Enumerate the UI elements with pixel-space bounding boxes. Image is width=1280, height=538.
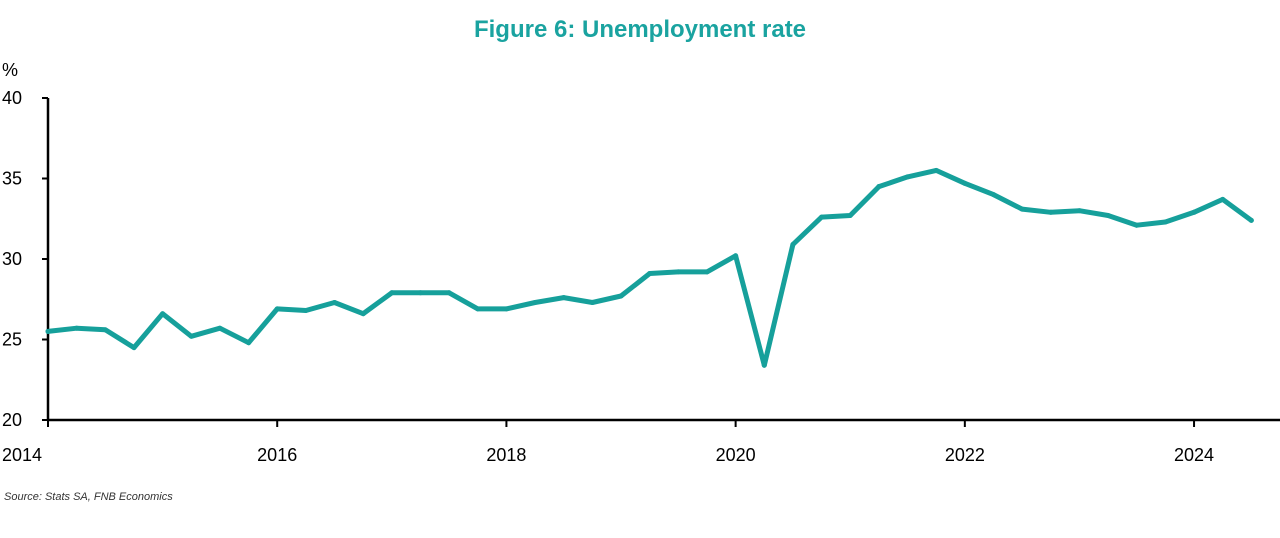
y-tick-label: 20 (2, 410, 22, 430)
x-tick-label: 2020 (716, 445, 756, 465)
data-point (417, 290, 423, 296)
data-point (847, 213, 853, 219)
y-tick-label: 35 (2, 169, 22, 189)
data-point (475, 306, 481, 312)
data-point (1162, 219, 1168, 225)
data-point (704, 269, 710, 275)
data-point (74, 325, 80, 331)
data-point (647, 270, 653, 276)
data-point (1191, 209, 1197, 215)
data-point (360, 311, 366, 317)
data-point (332, 299, 338, 305)
data-point (1019, 206, 1025, 212)
data-point (1048, 209, 1054, 215)
data-point (532, 299, 538, 305)
x-tick-label: 2014 (2, 445, 42, 465)
series-points (45, 167, 1254, 368)
data-point (503, 306, 509, 312)
x-tick-label: 2024 (1174, 445, 1214, 465)
data-point (446, 290, 452, 296)
data-point (733, 253, 739, 259)
data-point (274, 306, 280, 312)
data-point (618, 293, 624, 299)
data-point (217, 325, 223, 331)
data-point (1076, 208, 1082, 214)
y-tick-label: 30 (2, 249, 22, 269)
data-point (933, 167, 939, 173)
data-point (876, 184, 882, 190)
x-axis: 2014 2016 2018 2020 2022 2024 (2, 418, 1280, 465)
data-point (160, 311, 166, 317)
data-point (1220, 196, 1226, 202)
data-point (131, 345, 137, 351)
data-point (1105, 213, 1111, 219)
y-tick-label: 40 (2, 88, 22, 108)
data-point (990, 192, 996, 198)
data-point (303, 308, 309, 314)
chart-title: Figure 6: Unemployment rate (473, 16, 807, 43)
data-point (561, 295, 567, 301)
data-point (675, 269, 681, 275)
data-point (905, 174, 911, 180)
data-point (1134, 222, 1140, 228)
source-note: Source: Stats SA, FNB Economics (4, 491, 173, 503)
data-point (589, 299, 595, 305)
series-line (45, 167, 1254, 368)
data-point (102, 327, 108, 333)
data-point (761, 362, 767, 368)
data-point (962, 180, 968, 186)
x-tick-label: 2022 (945, 445, 985, 465)
data-point (819, 214, 825, 220)
x-tick-label: 2018 (486, 445, 526, 465)
data-point (246, 340, 252, 346)
x-tick-label: 2016 (257, 445, 297, 465)
data-point (790, 242, 796, 248)
data-point (188, 333, 194, 339)
y-tick-label: 25 (2, 330, 22, 350)
y-axis-label: % (2, 60, 18, 80)
data-point (45, 328, 51, 334)
data-point (389, 290, 395, 296)
data-point (1248, 217, 1254, 223)
y-axis: 20 25 30 35 40 (2, 88, 50, 430)
